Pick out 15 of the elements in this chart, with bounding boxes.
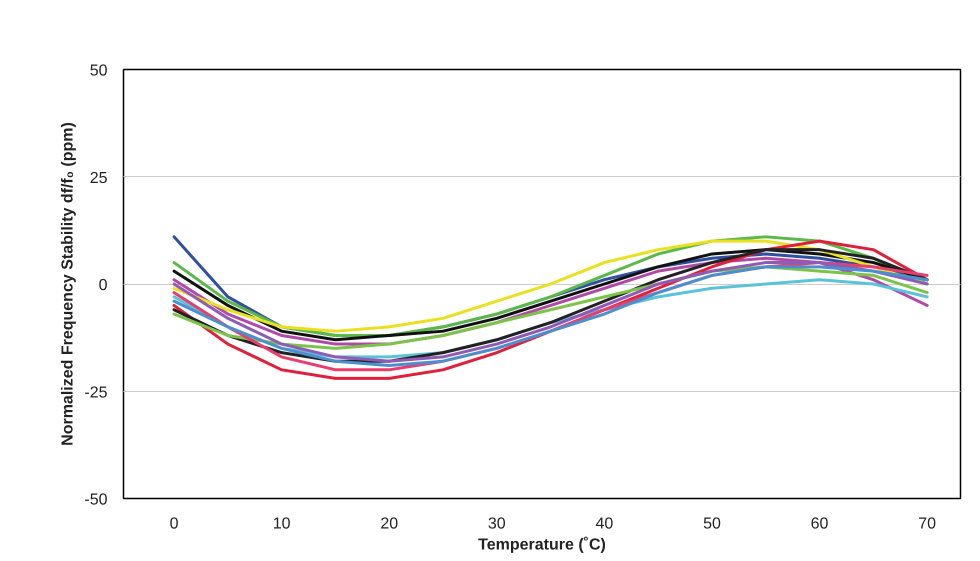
- x-tick-label: 10: [272, 516, 291, 532]
- x-tick-label: 50: [703, 516, 721, 532]
- x-tick-label: 40: [596, 516, 614, 532]
- x-tick-label: 20: [380, 516, 398, 532]
- x-axis-title: Temperature (˚C): [478, 536, 606, 554]
- y-tick-label: 0: [98, 277, 108, 294]
- x-tick-label: 60: [810, 516, 829, 532]
- y-tick-label: -50: [84, 492, 108, 508]
- x-tick-label: 30: [488, 516, 506, 532]
- y-tick-label: 25: [90, 170, 108, 187]
- x-tick-label: 70: [918, 516, 936, 532]
- x-tick-label: 0: [170, 516, 179, 532]
- y-axis-title: Normalized Frequency Stability df/f₀ (ppm): [59, 122, 76, 446]
- y-tick-label: 50: [90, 62, 108, 80]
- y-tick-label: -25: [84, 384, 108, 402]
